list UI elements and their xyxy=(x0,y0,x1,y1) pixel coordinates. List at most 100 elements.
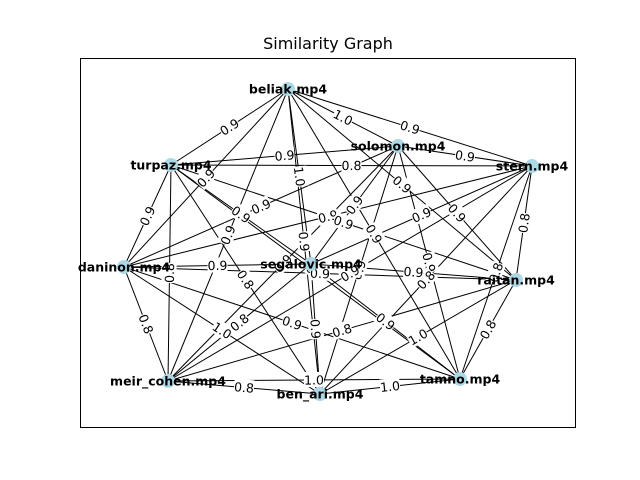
edge-weight-background xyxy=(330,105,356,129)
edge-weight-raitan-ben_ari: 1.0 xyxy=(405,325,430,348)
node-label-beliak: beliak.mp4 xyxy=(249,82,327,97)
edge-weight-background xyxy=(476,316,500,342)
edge-weight-text: 0.9 xyxy=(454,147,476,165)
edge-weight-beliak-turpaz: 0.9 xyxy=(216,114,242,139)
node-segalovic xyxy=(304,257,318,271)
edge-weight-text: 0.8 xyxy=(515,212,533,234)
edge-weight-beliak-segalovic: 1.0 xyxy=(291,165,309,188)
edge-weight-tamno-ben_ari: 1.0 xyxy=(379,377,401,395)
edge-weight-background xyxy=(295,230,313,253)
node-tamno xyxy=(453,372,467,386)
edge-weight-turpaz-meir_cohen: 0.8 xyxy=(161,262,177,284)
node-meir_cohen xyxy=(161,374,175,388)
edge-weight-background xyxy=(307,318,325,340)
edge-weight-background xyxy=(161,262,177,284)
plot-frame xyxy=(80,58,576,428)
edge-weight-solomon-turpaz: 0.9 xyxy=(273,146,296,164)
edge-weight-text: 0.9 xyxy=(296,231,313,252)
edge-weight-text: 1.0 xyxy=(331,106,356,128)
edge-weight-background xyxy=(136,203,159,229)
nodes-layer xyxy=(117,82,539,401)
edge-weight-daninon-meir_cohen: 0.8 xyxy=(135,311,158,336)
node-raitan xyxy=(509,273,523,287)
edge-weight-background xyxy=(362,221,386,247)
edge-weight-beliak-meir_cohen: 0.9 xyxy=(216,222,239,247)
node-solomon xyxy=(391,139,405,153)
edge-weight-beliak-tamno: 0.9 xyxy=(362,221,386,246)
node-label-segalovic: segalovic.mp4 xyxy=(260,257,362,272)
edge-weight-background xyxy=(228,202,254,226)
node-label-raitan: raitan.mp4 xyxy=(477,273,555,288)
node-label-daninon: daninon.mp4 xyxy=(78,260,171,275)
edge-weight-background xyxy=(193,165,218,191)
edge-weight-text: 0.9 xyxy=(217,115,242,138)
edge-weight-background xyxy=(273,146,296,164)
edge-weight-background xyxy=(207,257,228,273)
edge-weight-segalovic-tamno: 0.9 xyxy=(373,309,399,334)
edge-weight-background xyxy=(398,116,422,138)
edge-weight-background xyxy=(445,200,470,226)
edge-weight-text: 0.9 xyxy=(362,222,385,247)
edge-weight-background xyxy=(389,171,415,197)
node-labels-layer: beliak.mp4 solomon.mp4 stern.mp4 turpaz.mp4… xyxy=(78,82,569,403)
edge-weight-background xyxy=(405,325,431,349)
edge-weight-background xyxy=(454,146,477,165)
edge-weight-stern-tamno: 0.8 xyxy=(485,260,506,284)
node-daninon xyxy=(117,260,131,274)
edge-weight-text: 0.9 xyxy=(307,319,323,340)
edge-weight-text: 0.9 xyxy=(343,193,367,218)
node-label-ben_ari: ben_ari.mp4 xyxy=(277,387,364,403)
edge-weight-text: 0.9 xyxy=(207,258,227,273)
edge-weight-text: 0.9 xyxy=(280,313,304,334)
edge-weight-background xyxy=(216,114,242,139)
edge-weight-solomon-segalovic: 0.9 xyxy=(342,192,366,217)
edge-weight-text: 0.8 xyxy=(330,321,353,341)
edge-weight-text: 0.9 xyxy=(398,117,422,137)
edge-weight-background xyxy=(209,318,235,342)
edge-weight-background xyxy=(303,371,325,388)
edge-weight-text: 1.0 xyxy=(379,378,400,395)
edge-weight-text: 0.9 xyxy=(403,264,424,281)
edge-weight-background xyxy=(341,157,362,173)
edge-weight-solomon-tamno: 0.9 xyxy=(419,250,440,274)
edge-weight-text: 0.9 xyxy=(137,204,159,228)
edge-weight-background xyxy=(409,203,434,226)
node-ben_ari xyxy=(313,387,327,401)
edge-weight-meir_cohen-tamno: 1.0 xyxy=(303,371,325,388)
edge-weight-turpaz-raitan: 0.9 xyxy=(332,211,356,233)
edge-weight-text: 0.8 xyxy=(486,261,507,285)
edge-weight-segalovic-ben_ari: 0.9 xyxy=(307,318,325,340)
edge-weight-turpaz-daninon: 0.9 xyxy=(136,203,159,229)
edge-weight-text: 0.8 xyxy=(135,312,156,336)
edge-weight-background xyxy=(402,263,425,280)
edge-weight-meir_cohen-ben_ari: 0.8 xyxy=(233,378,255,396)
edge-weight-text: 1.0 xyxy=(406,325,431,348)
edge-weight-daninon-segalovic: 0.9 xyxy=(207,257,228,273)
edge-weight-background xyxy=(248,195,273,217)
edge-weight-beliak-ben_ari: 0.9 xyxy=(295,230,313,253)
node-turpaz xyxy=(164,158,178,172)
edge-weight-text: 1.0 xyxy=(291,166,308,188)
edge-weight-background xyxy=(135,311,158,336)
edge-weight-text: 1.0 xyxy=(304,372,324,387)
edge-weight-background xyxy=(270,250,295,276)
edge-weight-background xyxy=(280,312,305,333)
edge-weight-stern-raitan: 0.8 xyxy=(514,211,533,234)
node-label-tamno: tamno.mp4 xyxy=(420,372,501,387)
node-label-meir_cohen: meir_cohen.mp4 xyxy=(110,374,226,390)
edges-layer xyxy=(123,88,533,395)
edge-weight-daninon-tamno: 0.9 xyxy=(280,312,305,334)
edge-weight-text: 0.9 xyxy=(445,201,469,226)
edge-weight-text: 0.9 xyxy=(217,223,238,247)
node-label-stern: stern.mp4 xyxy=(496,159,569,174)
edge-weight-background xyxy=(373,309,399,334)
edge-weight-background xyxy=(234,266,258,292)
node-beliak xyxy=(281,82,295,96)
edge-weight-text: 0.9 xyxy=(332,212,356,233)
edge-weight-solomon-stern: 0.9 xyxy=(454,146,477,165)
edge-weight-stern-segalovic: 0.9 xyxy=(409,203,434,226)
edge-weight-background xyxy=(233,378,255,396)
edge-weight-background xyxy=(379,377,401,395)
edge-weight-background xyxy=(419,250,440,274)
